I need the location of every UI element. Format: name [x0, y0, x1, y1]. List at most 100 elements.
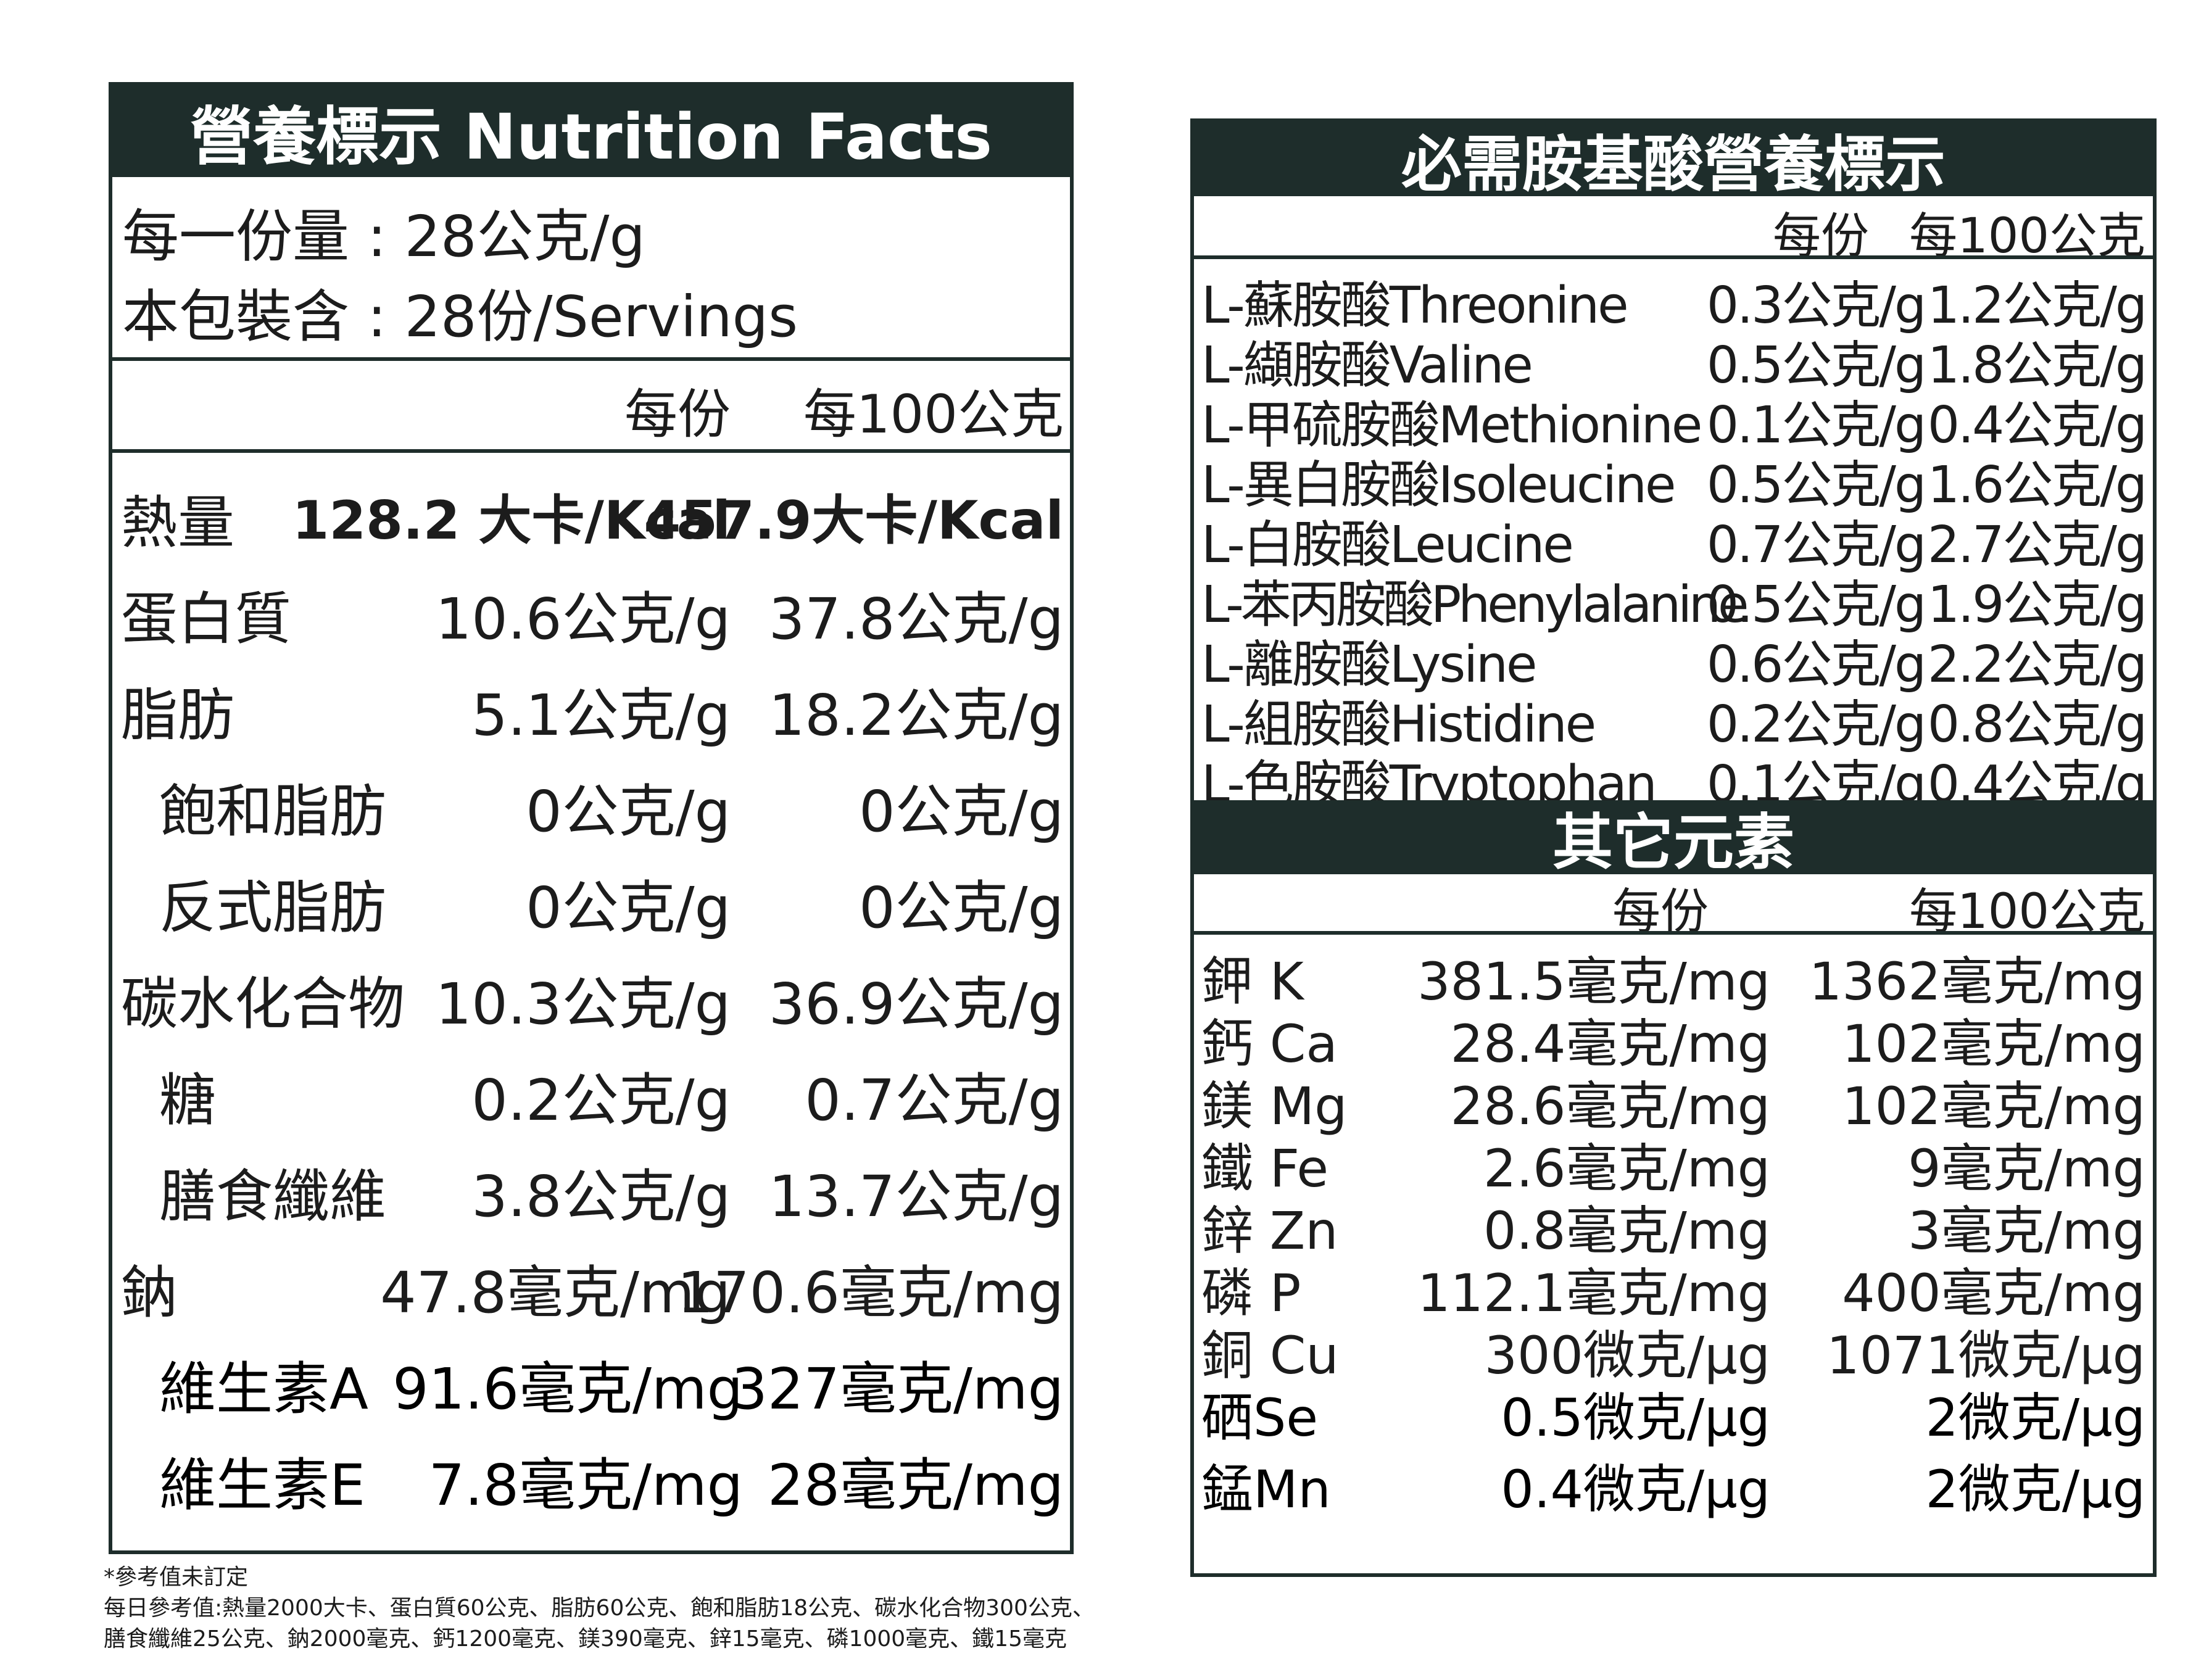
nutrient-per-serving: 0.2公克/g: [471, 1067, 731, 1133]
mineral-row-magnesium: 鎂 Mg 28.6毫克/mg 102毫克/mg: [1194, 1062, 2153, 1136]
mineral-row-copper: 銅 Cu 300微克/μg 1071微克/μg: [1194, 1312, 2153, 1386]
amino-per-100g: 1.6公克/g: [1927, 456, 2147, 515]
mineral-label: 硒Se: [1201, 1388, 1319, 1448]
amino-label: L-異白胺酸Isoleucine: [1201, 456, 1676, 515]
nutrient-label: 脂肪: [121, 682, 235, 748]
amino-row-threonine: L-蘇胺酸Threonine 0.3公克/g 1.2公克/g: [1194, 262, 2153, 335]
amino-per-100g: 2.7公克/g: [1927, 516, 2147, 574]
amino-per-serving: 0.6公克/g: [1706, 635, 1926, 694]
mineral-per-100g: 1362毫克/mg: [1809, 951, 2145, 1012]
mineral-row-potassium: 鉀 K 381.5毫克/mg 1362毫克/mg: [1194, 938, 2153, 1012]
divider: [112, 357, 1070, 361]
mineral-label: 鎂 Mg: [1201, 1076, 1348, 1136]
mineral-per-serving: 28.6毫克/mg: [1450, 1076, 1770, 1136]
mineral-per-serving: 28.4毫克/mg: [1450, 1014, 1770, 1074]
amino-col-per-serving: 每份: [1772, 209, 1869, 264]
nutrient-row-sodium: 鈉 47.8毫克/mg 170.6毫克/mg: [112, 1233, 1070, 1330]
footnote-daily-values-line1: 每日參考值:熱量2000大卡、蛋白質60公克、脂肪60公克、飽和脂肪18公克、碳…: [104, 1595, 1095, 1621]
mineral-per-100g: 102毫克/mg: [1842, 1076, 2145, 1136]
amino-per-serving: 0.3公克/g: [1706, 276, 1926, 335]
mineral-per-serving: 2.6毫克/mg: [1483, 1138, 1770, 1199]
amino-per-serving: 0.5公克/g: [1706, 576, 1926, 634]
mineral-row-phosphorus: 磷 P 112.1毫克/mg 400毫克/mg: [1194, 1249, 2153, 1323]
nutrient-label: 糖: [159, 1067, 217, 1133]
amino-label: L-白胺酸Leucine: [1201, 516, 1574, 574]
mineral-per-serving: 112.1毫克/mg: [1417, 1263, 1770, 1323]
amino-per-100g: 1.9公克/g: [1927, 576, 2147, 634]
nutrient-row-energy: 熱量 128.2 大卡/Kcal 457.9大卡/Kcal: [112, 463, 1070, 560]
nutrient-per-serving: 0公克/g: [526, 779, 731, 845]
amino-acid-title: 必需胺基酸營養標示: [1194, 122, 2153, 200]
amino-per-serving: 0.2公克/g: [1706, 695, 1926, 754]
mineral-row-zinc: 鋅 Zn 0.8毫克/mg 3毫克/mg: [1194, 1187, 2153, 1261]
nutrient-per-serving: 10.6公克/g: [435, 586, 731, 652]
col-per-serving: 每份: [624, 384, 731, 445]
amino-row-leucine: L-白胺酸Leucine 0.7公克/g 2.7公克/g: [1194, 501, 2153, 574]
nutrient-row-carbohydrate: 碳水化合物 10.3公克/g 36.9公克/g: [112, 945, 1070, 1041]
nutrition-facts-panel: 營養標示 Nutrition Facts 每一份量 : 28公克/g 本包裝含 …: [109, 82, 1074, 1554]
nutrient-per-serving: 0公克/g: [526, 875, 731, 941]
amino-row-methionine: L-甲硫胺酸Methionine 0.1公克/g 0.4公克/g: [1194, 381, 2153, 455]
divider: [1194, 255, 2153, 259]
nutrient-row-fat: 脂肪 5.1公克/g 18.2公克/g: [112, 656, 1070, 752]
mineral-label: 鐵 Fe: [1201, 1138, 1329, 1199]
mineral-per-100g: 2微克/μg: [1925, 1388, 2145, 1448]
footnote-reference-not-set: *參考值未訂定: [104, 1565, 249, 1590]
serving-size: 每一份量 : 28公克/g: [122, 204, 645, 270]
mineral-row-manganese: 錳Mn 0.4微克/μg 2微克/μg: [1194, 1446, 2153, 1520]
amino-per-serving: 0.5公克/g: [1706, 336, 1926, 395]
nutrient-per-100g: 0公克/g: [859, 875, 1064, 941]
amino-per-100g: 1.8公克/g: [1927, 336, 2147, 395]
nutrient-per-100g: 37.8公克/g: [768, 586, 1064, 652]
footnote-daily-values-line2: 膳食纖維25公克、鈉2000毫克、鈣1200毫克、鎂390毫克、鋅15毫克、磷1…: [104, 1626, 1067, 1652]
nutrient-row-sugar: 糖 0.2公克/g 0.7公克/g: [112, 1041, 1070, 1137]
mineral-row-selenium: 硒Se 0.5微克/μg 2微克/μg: [1194, 1374, 2153, 1448]
nutrient-per-100g: 170.6毫克/mg: [677, 1260, 1064, 1326]
nutrient-label: 維生素E: [159, 1452, 366, 1518]
mineral-label: 錳Mn: [1201, 1459, 1331, 1520]
amino-label: L-離胺酸Lysine: [1201, 635, 1537, 694]
nutrient-label: 維生素A: [159, 1356, 368, 1422]
mineral-label: 鈣 Ca: [1201, 1014, 1338, 1074]
amino-row-isoleucine: L-異白胺酸Isoleucine 0.5公克/g 1.6公克/g: [1194, 441, 2153, 515]
nutrient-row-vitamin-e: 維生素E 7.8毫克/mg 28毫克/mg: [112, 1426, 1070, 1522]
amino-per-100g: 2.2公克/g: [1927, 635, 2147, 694]
mineral-per-serving: 300微克/μg: [1484, 1325, 1770, 1386]
amino-row-tryptophan: L-色胺酸Tryptophan 0.1公克/g 0.4公克/g: [1194, 740, 2153, 814]
amino-per-serving: 0.7公克/g: [1706, 516, 1926, 574]
nutrient-label: 鈉: [121, 1260, 178, 1326]
amino-col-per-100g: 每100公克: [1909, 209, 2145, 264]
mineral-row-iron: 鐵 Fe 2.6毫克/mg 9毫克/mg: [1194, 1125, 2153, 1199]
amino-row-phenylalanine: L-苯丙胺酸Phenylalanine 0.5公克/g 1.9公克/g: [1194, 561, 2153, 634]
mineral-row-calcium: 鈣 Ca 28.4毫克/mg 102毫克/mg: [1194, 1000, 2153, 1074]
mineral-label: 銅 Cu: [1201, 1325, 1339, 1386]
nutrient-row-saturated-fat: 飽和脂肪 0公克/g 0公克/g: [112, 752, 1070, 848]
mineral-per-100g: 1071微克/μg: [1826, 1325, 2145, 1386]
mineral-per-100g: 3毫克/mg: [1908, 1201, 2145, 1261]
amino-per-100g: 0.4公克/g: [1927, 396, 2147, 455]
nutrient-row-trans-fat: 反式脂肪 0公克/g 0公克/g: [112, 848, 1070, 945]
nutrient-per-serving: 3.8公克/g: [471, 1164, 731, 1230]
amino-per-serving: 0.1公克/g: [1706, 396, 1926, 455]
footnote: *參考值未訂定 每日參考值:熱量2000大卡、蛋白質60公克、脂肪60公克、飽和…: [104, 1562, 1095, 1655]
minerals-title: 其它元素: [1194, 800, 2153, 878]
amino-label: L-蘇胺酸Threonine: [1201, 276, 1629, 335]
nutrient-label: 熱量: [121, 490, 235, 556]
nutrient-per-100g: 457.9大卡/Kcal: [644, 490, 1064, 552]
minerals-col-per-100g: 每100公克: [1909, 884, 2145, 940]
mineral-per-100g: 2微克/μg: [1925, 1459, 2145, 1520]
nutrient-per-100g: 18.2公克/g: [768, 682, 1064, 748]
mineral-per-100g: 400毫克/mg: [1842, 1263, 2145, 1323]
amino-acid-panel: 必需胺基酸營養標示 每份 每100公克 L-蘇胺酸Threonine 0.3公克…: [1190, 118, 2157, 1577]
servings-per-package: 本包裝含 : 28份/Servings: [122, 284, 798, 350]
amino-row-histidine: L-組胺酸Histidine 0.2公克/g 0.8公克/g: [1194, 681, 2153, 754]
nutrient-row-protein: 蛋白質 10.6公克/g 37.8公克/g: [112, 560, 1070, 656]
mineral-per-serving: 0.8毫克/mg: [1483, 1201, 1770, 1261]
nutrient-row-vitamin-a: 維生素A 91.6毫克/mg 327毫克/mg: [112, 1330, 1070, 1426]
nutrient-per-serving: 47.8毫克/mg: [380, 1260, 731, 1326]
amino-label: L-甲硫胺酸Methionine: [1201, 396, 1702, 455]
nutrition-facts-title: 營養標示 Nutrition Facts: [112, 86, 1070, 177]
nutrient-per-100g: 36.9公克/g: [768, 971, 1064, 1037]
nutrient-label: 反式脂肪: [159, 875, 387, 941]
amino-per-100g: 1.2公克/g: [1927, 276, 2147, 335]
